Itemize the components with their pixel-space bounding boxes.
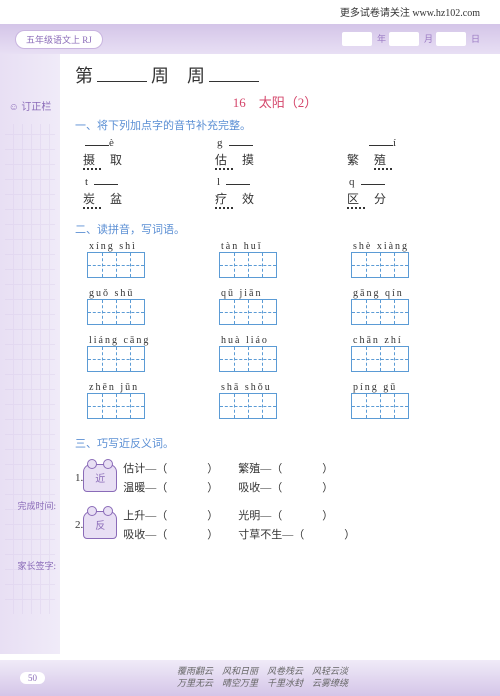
week-title: 第周 周: [75, 62, 475, 88]
correction-label: ☺ 订正栏: [0, 94, 60, 117]
sidebar: ☺ 订正栏 完成时间: 家长签字:: [0, 54, 60, 654]
book-tag: 五年级语文上 RJ: [15, 30, 103, 49]
date-boxes: 年 月 日: [342, 32, 480, 46]
section-2: xíng shì tàn huǐ shè xiàng guǒ shū qū ji…: [75, 241, 475, 429]
time-label: 完成时间:: [17, 499, 56, 512]
footer: 50 覆雨翻云 风和日丽 风卷残云 风轻云淡 万里无云 晴空万里 千里冰封 云雾…: [0, 660, 500, 696]
year-box[interactable]: [342, 32, 372, 46]
section-3-head: 三、巧写近反义词。: [75, 435, 475, 451]
topbar: 五年级语文上 RJ 年 月 日: [0, 24, 500, 54]
content: 第周 周 16 太阳（2） 一、将下列加点字的音节补充完整。 è摄 取 g估 摸…: [60, 54, 500, 654]
day-box[interactable]: [436, 32, 466, 46]
page-number: 50: [20, 672, 45, 684]
week-blank-1[interactable]: [97, 64, 147, 82]
month-box[interactable]: [389, 32, 419, 46]
lesson-subtitle: 16 太阳（2）: [75, 92, 475, 111]
section-1-head: 一、将下列加点字的音节补充完整。: [75, 117, 475, 133]
week-blank-2[interactable]: [209, 64, 259, 82]
footer-idioms: 覆雨翻云 风和日丽 风卷残云 风轻云淡 万里无云 晴空万里 千里冰封 云雾缭绕: [45, 666, 480, 689]
frog-icon-near: 近: [83, 464, 117, 492]
section-2-head: 二、读拼音，写词语。: [75, 221, 475, 237]
notice: 更多试卷请关注 www.hz102.com: [340, 8, 480, 19]
header: 更多试卷请关注 www.hz102.com: [0, 0, 500, 24]
frog-icon-opposite: 反: [83, 511, 117, 539]
sign-label: 家长签字:: [17, 559, 56, 572]
section-1: è摄 取 g估 摸 í繁 殖 t炭 盆 l疗 效 q区 分: [75, 137, 475, 215]
